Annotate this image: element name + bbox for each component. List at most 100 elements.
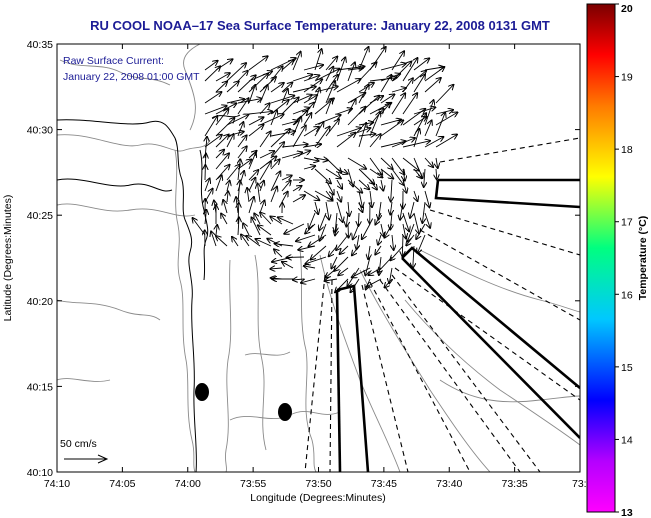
current-vector <box>410 201 415 218</box>
current-vector <box>232 237 239 247</box>
current-vector <box>215 150 224 159</box>
current-vector <box>380 120 403 137</box>
current-vector <box>370 190 372 207</box>
current-vector <box>424 137 443 148</box>
current-vector <box>314 69 339 82</box>
current-vector <box>325 279 338 281</box>
current-vector <box>259 162 271 181</box>
current-vector <box>237 98 249 115</box>
current-vector <box>270 83 284 93</box>
colorbar-tick-label: 17 <box>621 217 633 229</box>
current-vector <box>358 47 369 71</box>
current-vector <box>237 160 251 170</box>
current-vector <box>204 92 221 104</box>
current-vector <box>358 96 379 115</box>
current-vector <box>336 201 343 222</box>
current-vector <box>292 52 301 71</box>
current-vector <box>281 176 292 181</box>
current-vector <box>424 190 430 207</box>
current-vector <box>259 114 284 126</box>
current-vector <box>352 245 360 255</box>
current-vector <box>369 179 377 190</box>
current-vector <box>346 212 348 226</box>
current-vector <box>274 249 283 258</box>
current-vector <box>205 210 206 225</box>
current-vector <box>204 116 217 137</box>
current-vector <box>347 99 356 115</box>
current-vector <box>380 168 393 179</box>
current-vector <box>391 168 404 185</box>
y-tick-label: 40:20 <box>27 296 53 308</box>
current-vector <box>347 62 355 82</box>
current-vector <box>314 49 322 71</box>
y-tick-label: 40:25 <box>27 210 53 222</box>
current-vector <box>336 57 345 82</box>
x-tick-label: 73:35 <box>501 478 527 490</box>
current-vector <box>278 217 294 225</box>
current-vector <box>284 223 305 234</box>
current-vector <box>226 115 248 126</box>
current-vector <box>380 157 393 169</box>
current-vector <box>365 256 371 275</box>
current-vector <box>413 107 435 115</box>
current-vector <box>303 113 311 126</box>
colorbar-ticks: 20 19 18 17 16 15 14 13 <box>615 3 633 518</box>
current-vector <box>303 75 319 82</box>
current-vector <box>215 135 229 148</box>
current-vector <box>414 190 418 201</box>
current-vector <box>292 195 305 203</box>
current-vector <box>359 201 363 212</box>
current-vector <box>237 122 243 137</box>
current-vector <box>336 79 361 93</box>
current-vector <box>252 218 261 236</box>
current-vector <box>204 106 227 115</box>
current-vector <box>334 256 349 271</box>
current-vector <box>223 200 227 214</box>
current-vector <box>303 79 322 93</box>
current-vector <box>418 234 426 253</box>
current-vector <box>243 223 250 236</box>
y-tick-label: 40:15 <box>27 381 53 393</box>
current-vector <box>336 133 356 148</box>
current-vector <box>226 134 234 148</box>
current-vector <box>336 179 342 189</box>
current-vector <box>238 159 240 181</box>
current-vector <box>248 153 256 170</box>
current-vector <box>369 96 383 104</box>
x-tick-label: 74:10 <box>44 478 70 490</box>
current-vector <box>403 168 405 181</box>
current-vector <box>248 56 268 71</box>
current-vector <box>227 181 230 192</box>
current-vector <box>258 184 261 203</box>
current-vector <box>391 88 406 93</box>
current-vector <box>260 181 264 192</box>
colorbar-tick-label: 15 <box>621 362 633 374</box>
current-vector <box>275 244 294 246</box>
current-vector <box>311 245 327 260</box>
current-vector <box>385 278 393 287</box>
current-vector <box>385 223 393 238</box>
current-vector <box>381 179 383 191</box>
current-vector <box>413 245 414 268</box>
current-vector <box>347 68 363 70</box>
current-vector <box>248 111 272 114</box>
current-vector <box>237 75 256 93</box>
current-vector <box>314 122 324 137</box>
current-vector <box>358 212 359 226</box>
current-vector <box>292 75 312 82</box>
current-vector <box>402 234 403 256</box>
current-vector <box>211 232 217 247</box>
y-tick-label: 40:10 <box>27 467 53 479</box>
current-vector <box>348 201 349 216</box>
current-vector <box>270 268 283 269</box>
current-vector <box>435 85 453 104</box>
current-vector <box>336 128 361 137</box>
current-vector <box>216 236 228 247</box>
annotation-line-1: Raw Surface Current: <box>63 55 164 67</box>
current-vector <box>304 266 316 268</box>
current-vector <box>248 117 264 126</box>
current-vector <box>258 225 272 236</box>
current-vector <box>413 168 422 178</box>
current-vector <box>436 157 438 168</box>
current-vector <box>319 212 327 230</box>
